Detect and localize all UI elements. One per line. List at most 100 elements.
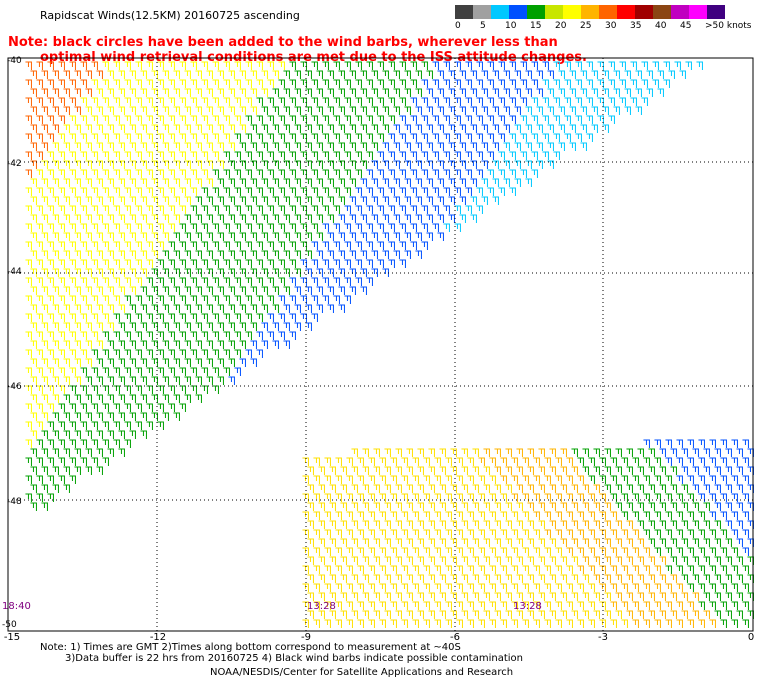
wind-barb [399,259,406,268]
wind-barb [91,367,98,376]
wind-barb [318,574,325,583]
wind-barb [368,583,375,592]
wind-barb [368,511,375,520]
wind-barb [140,70,147,79]
wind-barb [250,124,257,133]
wind-barb [212,205,219,214]
wind-barb [351,502,358,511]
wind-barb [124,133,131,142]
wind-barb [162,304,169,313]
wind-barb [316,304,323,313]
wind-barb [371,70,378,79]
wind-barb [113,133,120,142]
wind-barb [626,502,633,511]
wind-barb [195,286,202,295]
wind-barb [421,115,428,124]
wind-barb [63,250,70,259]
wind-barb [300,79,307,88]
wind-barb [69,97,76,106]
wind-barb [316,250,323,259]
wind-barb [355,79,362,88]
wind-barb [443,151,450,160]
wind-barb [201,97,208,106]
wind-barb [670,520,677,529]
wind-barb [179,223,186,232]
wind-barb [80,295,87,304]
wind-barb [91,403,98,412]
wind-barb [217,178,224,187]
scale-swatch [473,5,491,19]
wind-barb [393,142,400,151]
wind-barb [654,493,661,502]
wind-barb [195,376,202,385]
wind-barb [322,295,329,304]
wind-barb [107,322,114,331]
wind-barb [91,457,98,466]
wind-barb [96,70,103,79]
wind-barb [428,484,435,493]
wind-barb [63,268,70,277]
wind-barb [373,502,380,511]
wind-barb [399,79,406,88]
wind-barb [52,484,59,493]
wind-barb [256,241,263,250]
wind-barb [450,556,457,565]
wind-barb [250,88,257,97]
wind-barb [206,340,213,349]
wind-barb [80,385,87,394]
wind-barb [63,412,70,421]
wind-barb [509,61,516,70]
wind-barb [731,511,738,520]
wind-barb [514,88,521,97]
wind-barb [179,259,186,268]
wind-barb [41,250,48,259]
wind-barb [560,592,567,601]
wind-barb [538,574,545,583]
wind-barb [709,511,716,520]
wind-barb [107,250,114,259]
wind-barb [544,475,551,484]
wind-barb [670,466,677,475]
wind-barb [91,61,98,70]
wind-barb [195,304,202,313]
wind-barb [665,547,672,556]
wind-barb [461,484,468,493]
wind-barb [52,268,59,277]
wind-barb [52,160,59,169]
wind-barb [234,187,241,196]
wind-barb [379,475,386,484]
wind-barb [201,367,208,376]
wind-barb [355,97,362,106]
wind-barb [571,610,578,619]
wind-barb [30,250,37,259]
wind-barb [146,385,153,394]
wind-barb [41,304,48,313]
wind-barb [124,277,131,286]
wind-barb [399,151,406,160]
lon-label-12: -12 [149,632,167,643]
wind-barb [681,502,688,511]
wind-barb [36,421,43,430]
wind-barb [657,70,664,79]
wind-barb [624,70,631,79]
wind-barb [349,106,356,115]
wind-barb [190,349,197,358]
wind-barb [604,466,611,475]
wind-barb [190,61,197,70]
wind-barb [190,241,197,250]
wind-barb [140,286,147,295]
wind-barb [692,592,699,601]
wind-barb [58,61,65,70]
wind-barb [96,88,103,97]
wind-barb [316,214,323,223]
wind-barb [179,277,186,286]
wind-barb [338,142,345,151]
wind-barb [355,241,362,250]
wind-barb [223,115,230,124]
wind-barb [195,142,202,151]
wind-barb [173,412,180,421]
wind-barb [423,601,430,610]
wind-barb [228,286,235,295]
scale-label: 30 [605,21,617,31]
wind-barb [217,322,224,331]
